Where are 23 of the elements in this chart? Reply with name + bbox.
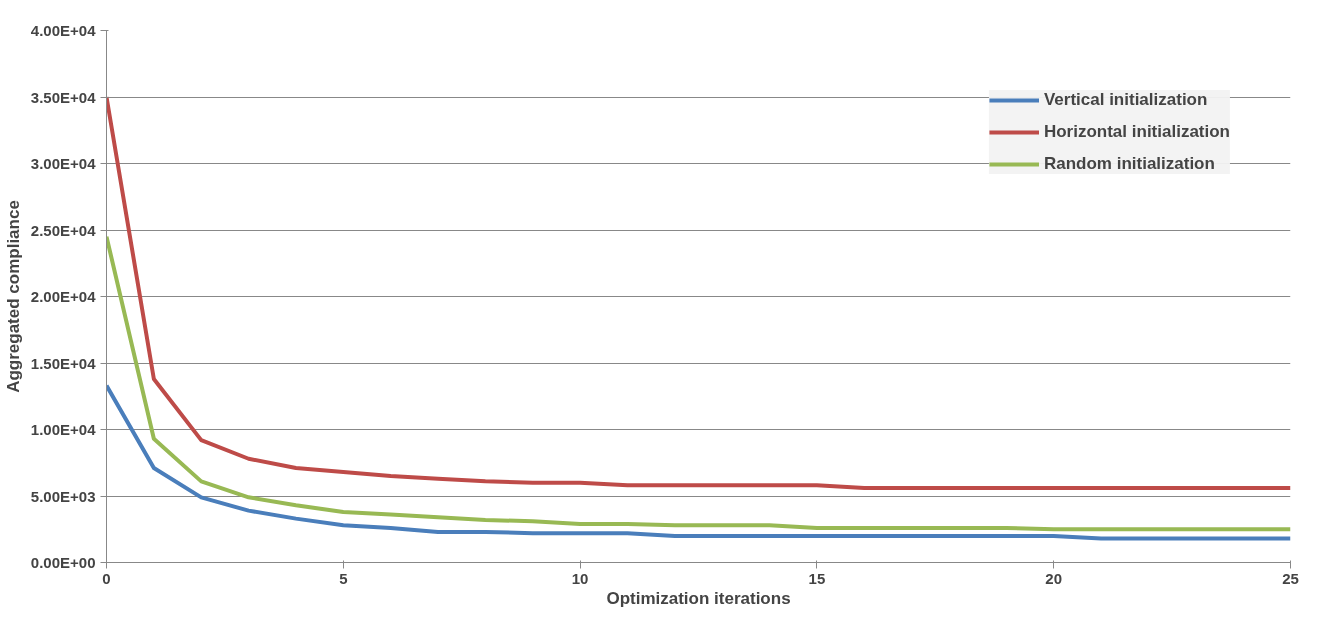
line-series [106,383,1291,541]
y-tick-label: 4.00E+04 [30,22,97,39]
line-series [106,95,1291,491]
x-tick-label: 0 [102,569,111,587]
y-tick-label: 2.50E+04 [30,221,97,239]
y-tick-label: 5.00E+03 [30,487,96,505]
y-tick-label: 1.00E+04 [30,421,97,438]
x-tick-label: 10 [571,569,589,587]
x-tick-label: 5 [339,569,348,587]
y-tick-label: 3.00E+04 [30,155,97,172]
y-tick-label: 0.00E+00 [30,554,96,571]
y-tick-label: 1.50E+04 [30,354,97,372]
legend-label: Random initialization [1043,154,1215,174]
y-tick-label: 3.50E+04 [30,88,97,106]
y-axis-title: Aggregated compliance [3,200,23,393]
line-series [106,234,1291,532]
x-tick-label: 15 [808,569,826,587]
x-tick-label: 20 [1045,569,1063,587]
y-tick-label: 2.00E+04 [30,288,97,305]
x-tick-label: 25 [1282,569,1299,587]
x-axis-title: Optimization iterations [606,588,791,608]
legend-label: Horizontal initialization [1043,122,1230,142]
legend-label: Vertical initialization [1043,90,1208,110]
